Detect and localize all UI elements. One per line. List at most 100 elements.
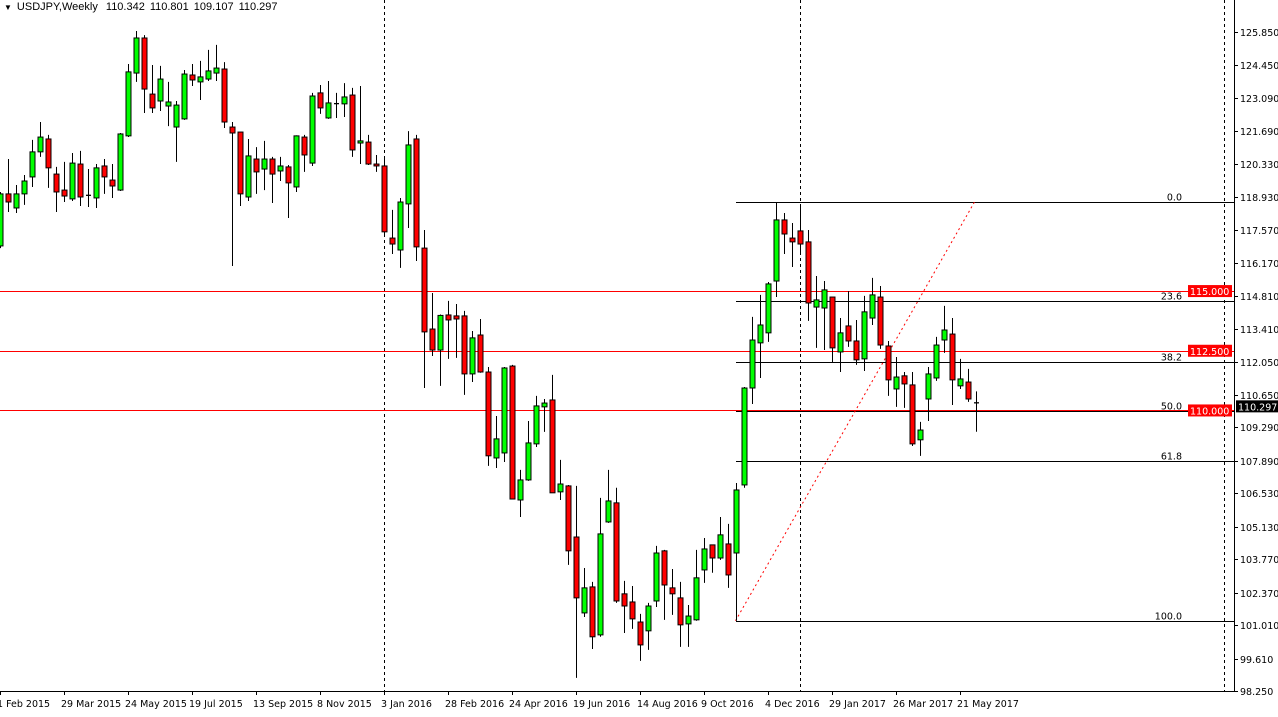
candle-body-bear xyxy=(885,345,892,381)
x-tick-label: 19 Jul 2015 xyxy=(189,699,243,710)
candle xyxy=(381,159,388,236)
y-tick-label: 120.330 xyxy=(1240,160,1278,171)
y-tick-label: 117.570 xyxy=(1240,226,1278,237)
candle xyxy=(29,139,36,187)
candle xyxy=(669,568,676,615)
candle xyxy=(37,122,44,157)
candle xyxy=(837,318,844,373)
candle-body-bull xyxy=(925,373,932,400)
candle-body-bear xyxy=(253,158,260,173)
candle xyxy=(893,356,900,407)
candle-body-bear xyxy=(189,74,196,81)
candle-body-bear xyxy=(589,586,596,638)
candle-body-bear xyxy=(549,399,556,494)
candle-body-bull xyxy=(309,95,316,164)
fib-level-label: 23.6 xyxy=(1161,292,1182,303)
candle xyxy=(725,523,732,588)
candle-body-bull xyxy=(933,344,940,379)
candle-body-bear xyxy=(141,37,148,90)
candle xyxy=(885,340,892,396)
candle xyxy=(189,63,196,86)
candle xyxy=(661,549,668,620)
y-tick-label: 109.290 xyxy=(1240,423,1278,434)
candle xyxy=(974,391,979,432)
candle-body-bear xyxy=(477,334,484,373)
y-tick-label: 101.010 xyxy=(1240,621,1278,632)
candle-body-bull xyxy=(605,500,612,523)
candle xyxy=(653,545,660,607)
candle-body-bear xyxy=(485,371,492,457)
candle xyxy=(557,459,564,500)
candle-body-bull xyxy=(733,489,740,554)
ohlc-low: 109.107 xyxy=(193,1,234,13)
candle-body-bear xyxy=(381,165,388,233)
candle-body-bull xyxy=(493,438,500,459)
candle xyxy=(117,132,124,192)
candle-body-bull xyxy=(181,73,188,120)
candle xyxy=(413,134,420,261)
candle xyxy=(21,175,28,205)
candle-body-bear xyxy=(677,597,684,626)
candle xyxy=(93,164,100,208)
candle-body-bull xyxy=(117,133,124,191)
triangle-down-icon[interactable]: ▼ xyxy=(4,3,12,12)
candle-body-bear xyxy=(781,219,788,235)
y-tick-label: 113.410 xyxy=(1240,325,1278,336)
price-tags: 110.297 115.000 112.500 110.000 xyxy=(1188,285,1278,417)
y-tick-label: 106.530 xyxy=(1240,489,1278,500)
candle-body-bull xyxy=(173,104,180,128)
current-price-tag-bg xyxy=(1236,400,1278,413)
candle xyxy=(533,395,540,447)
candle xyxy=(149,64,156,113)
horizontal-levels xyxy=(0,291,1234,411)
candle-body-bear xyxy=(237,131,244,195)
x-tick-label: 21 May 2017 xyxy=(957,699,1019,710)
candle xyxy=(757,294,764,378)
candle xyxy=(597,497,604,637)
candle-body-bear xyxy=(565,485,572,552)
candle xyxy=(229,122,236,266)
candle xyxy=(941,305,948,353)
candle xyxy=(717,516,724,560)
candle xyxy=(245,138,252,202)
candle xyxy=(173,101,180,162)
candle xyxy=(13,185,20,213)
candle xyxy=(541,398,548,432)
candle-body-bear xyxy=(573,536,580,599)
candle xyxy=(334,92,339,118)
candle xyxy=(589,581,596,649)
y-tick-label: 116.170 xyxy=(1240,259,1278,270)
candle-body-bull xyxy=(653,552,660,602)
candle-body-bull xyxy=(341,96,348,105)
ohlc-high: 110.801 xyxy=(149,1,189,13)
candle xyxy=(309,92,316,166)
fib-level-label: 50.0 xyxy=(1161,402,1182,413)
candle-body-bear xyxy=(5,193,12,203)
candle-body-bull xyxy=(581,587,588,614)
y-tick-label: 118.930 xyxy=(1240,193,1278,204)
candle-body-bull xyxy=(261,158,268,170)
y-tick-label: 125.850 xyxy=(1240,28,1278,39)
fib-trendline[interactable] xyxy=(735,201,975,622)
candle xyxy=(301,134,308,172)
y-tick-label: 99.610 xyxy=(1240,655,1273,666)
candle xyxy=(157,65,164,112)
candle-body-bear xyxy=(317,92,324,109)
candle xyxy=(853,319,860,365)
candle xyxy=(237,131,244,207)
candle-body-bull xyxy=(701,548,708,571)
candle-body-bear xyxy=(301,136,308,156)
candle xyxy=(77,150,84,207)
candle-body-bull xyxy=(69,162,76,200)
candle xyxy=(621,580,628,633)
candle xyxy=(181,69,188,120)
x-tick-label: 29 Mar 2015 xyxy=(61,699,121,710)
candle xyxy=(765,281,772,342)
candles xyxy=(0,31,979,678)
candle xyxy=(277,156,284,181)
x-tick-label: 1 Feb 2015 xyxy=(0,699,50,710)
x-tick-label: 26 Mar 2017 xyxy=(893,699,953,710)
x-tick-label: 29 Jan 2017 xyxy=(829,699,886,710)
